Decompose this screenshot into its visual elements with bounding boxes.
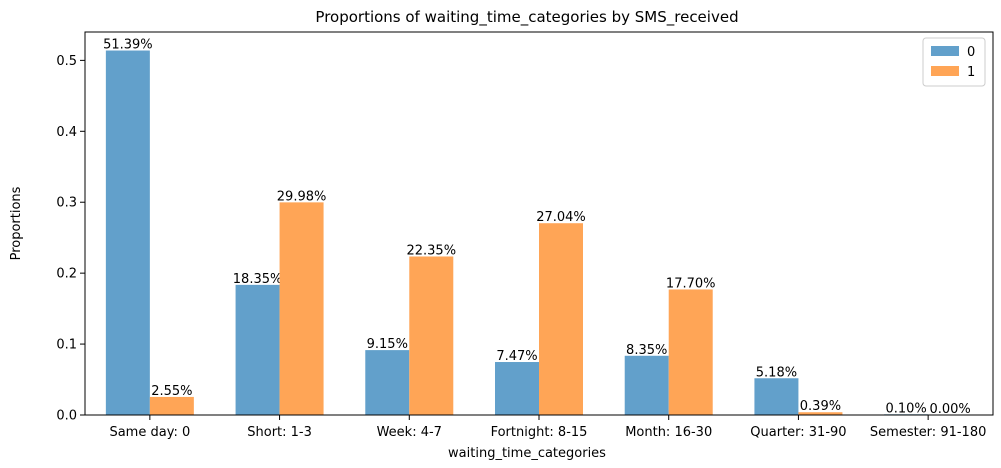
data-label-series-0-5: 5.18% xyxy=(756,365,797,380)
data-label-series-0-1: 18.35% xyxy=(233,272,283,287)
data-label-series-1-1: 29.98% xyxy=(277,189,327,204)
y-tick-label-2: 0.2 xyxy=(56,267,77,282)
data-label-series-0-0: 51.39% xyxy=(103,38,153,53)
bar-series-0-0 xyxy=(105,50,150,416)
legend-swatch-1 xyxy=(931,66,959,76)
x-tick-label-3: Fortnight: 8-15 xyxy=(491,425,588,440)
bar-series-0-5 xyxy=(754,378,799,415)
x-axis-label: waiting_time_categories xyxy=(448,446,606,461)
y-tick-label-3: 0.3 xyxy=(56,196,77,211)
bar-series-0-1 xyxy=(235,284,280,415)
legend-swatch-0 xyxy=(931,46,959,56)
y-axis-label: Proportions xyxy=(9,186,24,260)
legend-label-1: 1 xyxy=(967,65,975,80)
x-tick-label-0: Same day: 0 xyxy=(109,425,190,440)
x-tick-label-6: Semester: 91-180 xyxy=(870,425,986,440)
bar-series-1-3 xyxy=(539,223,583,415)
x-tick-label-4: Month: 16-30 xyxy=(625,425,712,440)
data-label-series-1-5: 0.39% xyxy=(800,399,841,414)
bar-series-0-4 xyxy=(624,355,669,415)
x-tick-label-5: Quarter: 31-90 xyxy=(750,425,846,440)
bar-series-0-2 xyxy=(365,350,410,415)
data-label-series-0-6: 0.10% xyxy=(885,401,926,416)
bar-series-1-4 xyxy=(668,289,713,415)
bar-series-1-5 xyxy=(798,412,843,415)
x-tick-label-1: Short: 1-3 xyxy=(247,425,312,440)
data-label-series-1-6: 0.00% xyxy=(929,402,970,417)
legend-box xyxy=(922,37,986,87)
data-label-series-1-3: 27.04% xyxy=(536,210,586,225)
bar-series-0-3 xyxy=(495,362,539,415)
bar-series-1-2 xyxy=(409,256,454,415)
bar-series-1-0 xyxy=(149,396,194,415)
bar-series-1-1 xyxy=(279,202,324,415)
y-tick-label-5: 0.5 xyxy=(56,54,77,69)
data-label-series-0-3: 7.47% xyxy=(496,349,537,364)
chart-title: Proportions of waiting_time_categories b… xyxy=(315,8,738,27)
data-label-series-0-2: 9.15% xyxy=(367,337,408,352)
data-label-series-1-4: 17.70% xyxy=(666,276,716,291)
data-label-series-1-0: 2.55% xyxy=(151,384,192,399)
y-tick-label-4: 0.4 xyxy=(56,125,77,140)
x-tick-label-2: Week: 4-7 xyxy=(377,425,442,440)
data-label-series-0-4: 8.35% xyxy=(626,343,667,358)
legend-label-0: 0 xyxy=(967,45,975,60)
data-label-series-1-2: 22.35% xyxy=(406,243,456,258)
y-tick-label-1: 0.1 xyxy=(56,338,77,353)
y-tick-label-0: 0.0 xyxy=(56,409,77,424)
